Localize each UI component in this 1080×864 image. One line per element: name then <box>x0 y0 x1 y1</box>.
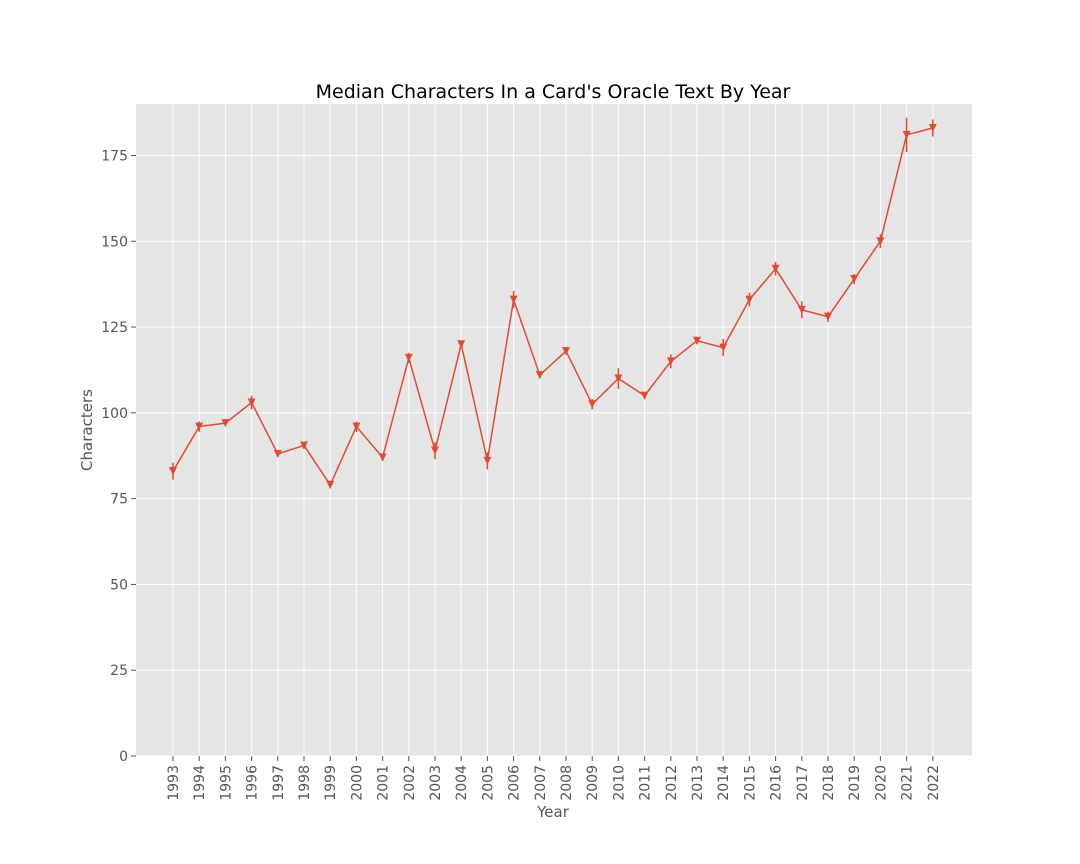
x-tick-label: 2018 <box>821 765 837 801</box>
data-point <box>352 422 361 431</box>
y-tick-label: 100 <box>101 406 128 422</box>
x-tick-label: 2006 <box>507 765 523 801</box>
data-point <box>850 275 859 284</box>
chart-title: Median Characters In a Card's Oracle Tex… <box>316 81 791 103</box>
data-point <box>771 264 780 273</box>
data-point <box>928 124 937 133</box>
x-tick-label: 1997 <box>271 765 287 801</box>
x-tick-label: 1999 <box>323 765 339 801</box>
x-tick-label: 2010 <box>611 765 627 801</box>
x-tick-label: 2007 <box>533 765 549 801</box>
data-point <box>824 312 832 321</box>
data-point <box>640 391 649 400</box>
data-point <box>902 130 911 139</box>
data-point <box>562 347 570 356</box>
x-tick-label: 2017 <box>795 765 811 801</box>
x-tick-label: 1995 <box>218 765 234 801</box>
data-point <box>169 467 177 476</box>
y-tick-label: 175 <box>101 148 128 164</box>
series-line <box>172 127 933 487</box>
data-point <box>614 374 623 383</box>
y-tick-label: 75 <box>110 492 128 508</box>
x-tick-label: 2015 <box>742 765 758 801</box>
data-series <box>169 117 937 489</box>
x-tick-label: 1993 <box>166 765 182 801</box>
y-axis-ticks: 0 25 50 75 100 125 150 175 <box>101 148 136 765</box>
data-point <box>876 237 885 246</box>
data-point <box>195 422 204 431</box>
x-axis-label: Year <box>536 803 570 821</box>
x-tick-label: 2001 <box>376 765 392 801</box>
y-tick-label: 150 <box>101 234 128 250</box>
data-point <box>273 450 282 459</box>
x-tick-label: 2021 <box>900 765 916 801</box>
data-point <box>457 340 466 349</box>
data-point <box>745 295 754 304</box>
x-tick-label: 2020 <box>873 765 889 801</box>
y-tick-label: 125 <box>101 320 128 336</box>
grid-lines <box>136 104 972 757</box>
data-point <box>588 400 597 409</box>
data-point <box>326 480 335 489</box>
x-tick-label: 1998 <box>297 765 313 801</box>
x-tick-label: 2014 <box>716 765 732 801</box>
x-axis-ticks: 1993 1994 1995 1996 1997 1998 1999 2000 2001 2002… <box>166 756 942 801</box>
x-tick-label: 2016 <box>769 765 785 801</box>
x-tick-label: 2008 <box>559 765 575 801</box>
x-tick-label: 1994 <box>192 765 208 801</box>
x-tick-label: 2003 <box>428 765 444 801</box>
x-tick-label: 2012 <box>664 765 680 801</box>
x-tick-label: 2022 <box>926 765 942 801</box>
y-tick-label: 50 <box>110 577 128 593</box>
x-tick-label: 2009 <box>585 765 601 801</box>
plot-background <box>136 104 972 756</box>
x-tick-label: 2019 <box>847 765 863 801</box>
data-point <box>666 357 675 366</box>
data-point <box>300 441 308 450</box>
data-point <box>431 446 439 455</box>
data-point <box>719 343 728 352</box>
x-tick-label: 2013 <box>690 765 706 801</box>
y-tick-label: 0 <box>119 749 128 765</box>
data-point <box>404 353 413 362</box>
x-tick-label: 2000 <box>349 765 365 801</box>
data-point <box>247 398 256 407</box>
x-tick-label: 2002 <box>402 765 418 801</box>
data-point <box>535 371 544 380</box>
data-point <box>483 456 492 465</box>
data-point <box>509 295 518 304</box>
x-tick-label: 1996 <box>245 765 261 801</box>
data-point <box>221 419 230 428</box>
data-point <box>693 336 701 345</box>
x-tick-label: 2011 <box>638 765 654 801</box>
y-axis-label: Characters <box>78 389 96 471</box>
data-point <box>378 453 387 462</box>
x-tick-label: 2004 <box>454 765 470 801</box>
data-point <box>797 305 806 314</box>
x-tick-label: 2005 <box>480 765 496 801</box>
y-tick-label: 25 <box>110 663 128 679</box>
